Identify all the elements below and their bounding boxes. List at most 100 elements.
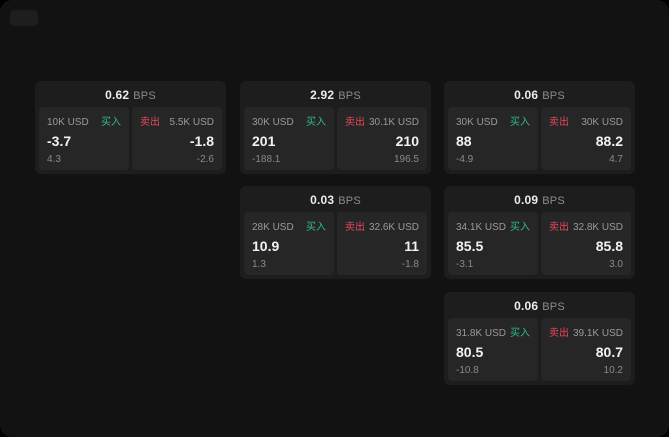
sell-notional: 39.1K USD bbox=[572, 328, 623, 339]
buy-panel[interactable]: 34.1K USD 买入 85.5 -3.1 bbox=[448, 212, 538, 275]
buy-panel-top: 34.1K USD 买入 bbox=[456, 218, 530, 233]
sell-delta: 3.0 bbox=[609, 258, 623, 270]
bps-header: 0.06 BPS bbox=[448, 296, 631, 318]
bps-unit: BPS bbox=[338, 195, 361, 207]
bps-unit: BPS bbox=[542, 90, 565, 102]
buy-panel[interactable]: 31.8K USD 买入 80.5 -10.8 bbox=[448, 318, 538, 381]
card-body: 30K USD 买入 88 -4.9 卖出 30K USD 88.2 4.7 bbox=[448, 107, 631, 170]
sell-panel[interactable]: 卖出 30.1K USD 210 196.5 bbox=[337, 107, 427, 170]
sell-notional: 32.6K USD bbox=[368, 222, 419, 233]
card-body: 31.8K USD 买入 80.5 -10.8 卖出 39.1K USD 80.… bbox=[448, 318, 631, 381]
card-body: 30K USD 买入 201 -188.1 卖出 30.1K USD 210 1… bbox=[244, 107, 427, 170]
card-body: 34.1K USD 买入 85.5 -3.1 卖出 32.8K USD 85.8… bbox=[448, 212, 631, 275]
bps-header: 0.06 BPS bbox=[448, 85, 631, 107]
buy-panel-top: 10K USD 买入 bbox=[47, 113, 121, 128]
sell-price: 210 bbox=[395, 133, 419, 149]
buy-panel[interactable]: 30K USD 买入 88 -4.9 bbox=[448, 107, 538, 170]
bps-unit: BPS bbox=[338, 90, 361, 102]
buy-price: 201 bbox=[252, 133, 276, 149]
sell-label[interactable]: 卖出 bbox=[345, 222, 365, 233]
buy-price: 88 bbox=[456, 133, 472, 149]
quote-card: 0.09 BPS 34.1K USD 买入 85.5 -3.1 卖出 32.8K … bbox=[444, 186, 635, 279]
corner-chip-button[interactable] bbox=[10, 10, 38, 26]
buy-notional: 30K USD bbox=[252, 117, 294, 128]
sell-panel[interactable]: 卖出 5.5K USD -1.8 -2.6 bbox=[132, 107, 222, 170]
sell-label[interactable]: 卖出 bbox=[549, 222, 569, 233]
bps-header: 0.09 BPS bbox=[448, 190, 631, 212]
bps-value: 0.06 bbox=[514, 88, 539, 102]
bps-value: 0.06 bbox=[514, 299, 539, 313]
buy-price: 85.5 bbox=[456, 238, 484, 254]
quote-card: 0.06 BPS 30K USD 买入 88 -4.9 卖出 30K USD 88… bbox=[444, 81, 635, 174]
sell-panel[interactable]: 卖出 32.8K USD 85.8 3.0 bbox=[541, 212, 631, 275]
sell-delta: 196.5 bbox=[393, 153, 419, 165]
bps-value: 2.92 bbox=[310, 88, 335, 102]
buy-panel-top: 28K USD 买入 bbox=[252, 218, 326, 233]
buy-label[interactable]: 买入 bbox=[510, 222, 530, 233]
buy-label[interactable]: 买入 bbox=[306, 222, 326, 233]
sell-panel[interactable]: 卖出 39.1K USD 80.7 10.2 bbox=[541, 318, 631, 381]
buy-panel-top: 30K USD 买入 bbox=[252, 113, 326, 128]
bps-unit: BPS bbox=[133, 90, 156, 102]
sell-label[interactable]: 卖出 bbox=[549, 328, 569, 339]
card-body: 28K USD 买入 10.9 1.3 卖出 32.6K USD 11 -1.8 bbox=[244, 212, 427, 275]
sell-panel-top: 卖出 5.5K USD bbox=[140, 113, 214, 128]
buy-delta: -3.1 bbox=[456, 258, 474, 270]
buy-notional: 30K USD bbox=[456, 117, 498, 128]
buy-delta: 1.3 bbox=[252, 258, 266, 270]
buy-label[interactable]: 买入 bbox=[101, 117, 121, 128]
buy-label[interactable]: 买入 bbox=[510, 117, 530, 128]
bps-unit: BPS bbox=[542, 301, 565, 313]
quote-card: 0.03 BPS 28K USD 买入 10.9 1.3 卖出 32.6K USD… bbox=[240, 186, 431, 279]
buy-panel[interactable]: 28K USD 买入 10.9 1.3 bbox=[244, 212, 334, 275]
buy-delta: -10.8 bbox=[456, 364, 479, 376]
sell-delta: -2.6 bbox=[196, 153, 214, 165]
quote-card: 0.06 BPS 31.8K USD 买入 80.5 -10.8 卖出 39.1K… bbox=[444, 292, 635, 385]
buy-panel-top: 30K USD 买入 bbox=[456, 113, 530, 128]
buy-delta: 4.3 bbox=[47, 153, 61, 165]
buy-label[interactable]: 买入 bbox=[306, 117, 326, 128]
sell-price: -1.8 bbox=[189, 133, 214, 149]
buy-panel[interactable]: 30K USD 买入 201 -188.1 bbox=[244, 107, 334, 170]
sell-price: 80.7 bbox=[595, 344, 623, 360]
buy-notional: 28K USD bbox=[252, 222, 294, 233]
bps-value: 0.62 bbox=[105, 88, 130, 102]
buy-delta: -188.1 bbox=[252, 153, 281, 165]
sell-panel-top: 卖出 30.1K USD bbox=[345, 113, 419, 128]
sell-price: 11 bbox=[404, 238, 419, 254]
buy-label[interactable]: 买入 bbox=[510, 328, 530, 339]
bps-value: 0.09 bbox=[514, 193, 539, 207]
bps-header: 0.03 BPS bbox=[244, 190, 427, 212]
sell-panel-top: 卖出 32.6K USD bbox=[345, 218, 419, 233]
sell-price: 88.2 bbox=[595, 133, 623, 149]
sell-panel-top: 卖出 32.8K USD bbox=[549, 218, 623, 233]
buy-notional: 31.8K USD bbox=[456, 328, 507, 339]
card-body: 10K USD 买入 -3.7 4.3 卖出 5.5K USD -1.8 -2.… bbox=[39, 107, 222, 170]
sell-delta: 10.2 bbox=[603, 364, 623, 376]
buy-price: 80.5 bbox=[456, 344, 484, 360]
sell-label[interactable]: 卖出 bbox=[345, 117, 365, 128]
sell-panel-top: 卖出 30K USD bbox=[549, 113, 623, 128]
sell-notional: 32.8K USD bbox=[572, 222, 623, 233]
bps-header: 2.92 BPS bbox=[244, 85, 427, 107]
quote-card: 2.92 BPS 30K USD 买入 201 -188.1 卖出 30.1K U… bbox=[240, 81, 431, 174]
buy-panel-top: 31.8K USD 买入 bbox=[456, 324, 530, 339]
sell-price: 85.8 bbox=[595, 238, 623, 254]
bps-header: 0.62 BPS bbox=[39, 85, 222, 107]
buy-price: -3.7 bbox=[47, 133, 72, 149]
sell-panel[interactable]: 卖出 30K USD 88.2 4.7 bbox=[541, 107, 631, 170]
buy-notional: 10K USD bbox=[47, 117, 89, 128]
sell-panel[interactable]: 卖出 32.6K USD 11 -1.8 bbox=[337, 212, 427, 275]
quote-card: 0.62 BPS 10K USD 买入 -3.7 4.3 卖出 5.5K USD … bbox=[35, 81, 226, 174]
sell-notional: 30.1K USD bbox=[368, 117, 419, 128]
sell-delta: -1.8 bbox=[401, 258, 419, 270]
sell-panel-top: 卖出 39.1K USD bbox=[549, 324, 623, 339]
sell-label[interactable]: 卖出 bbox=[140, 117, 160, 128]
buy-panel[interactable]: 10K USD 买入 -3.7 4.3 bbox=[39, 107, 129, 170]
sell-label[interactable]: 卖出 bbox=[549, 117, 569, 128]
sell-notional: 5.5K USD bbox=[169, 117, 214, 128]
buy-delta: -4.9 bbox=[456, 153, 474, 165]
sell-notional: 30K USD bbox=[581, 117, 623, 128]
buy-price: 10.9 bbox=[252, 238, 280, 254]
